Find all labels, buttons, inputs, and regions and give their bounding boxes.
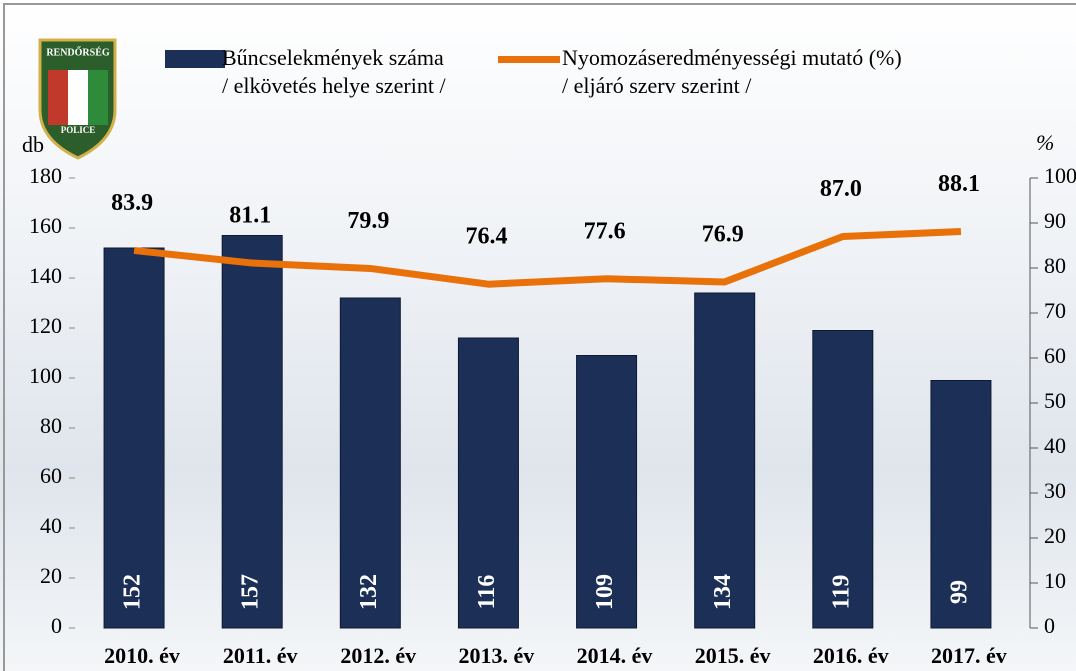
legend-label: Nyomozáseredményességi mutató (%) / eljá… bbox=[562, 45, 902, 98]
bar-value-label: 134 bbox=[710, 574, 736, 610]
bar-value-label: 132 bbox=[356, 574, 382, 610]
line-value-label: 87.0 bbox=[820, 176, 862, 202]
bar bbox=[576, 355, 638, 629]
legend-swatch bbox=[165, 50, 225, 68]
y2-tick-label: 90 bbox=[1044, 208, 1066, 233]
y2-tick-label: 10 bbox=[1044, 568, 1066, 593]
x-tick-label: 2017. év bbox=[931, 643, 1007, 668]
y2-tick-label: 30 bbox=[1044, 478, 1066, 503]
y-tick-label: 140 bbox=[29, 263, 62, 288]
x-tick-label: 2010. év bbox=[104, 643, 180, 668]
y2-tick-label: 40 bbox=[1044, 433, 1066, 458]
y2-tick-label: 70 bbox=[1044, 298, 1066, 323]
bar bbox=[457, 337, 519, 629]
x-tick-label: 2015. év bbox=[695, 643, 771, 668]
y-tick-label: 80 bbox=[40, 413, 62, 438]
line-value-label: 88.1 bbox=[938, 171, 980, 197]
bar bbox=[812, 330, 874, 629]
y-tick-label: 180 bbox=[29, 163, 62, 188]
logo-stripe bbox=[68, 70, 88, 125]
bar-value-label: 109 bbox=[592, 574, 618, 610]
line-value-label: 76.4 bbox=[465, 224, 507, 250]
bar bbox=[339, 297, 401, 629]
y2-tick-label: 0 bbox=[1044, 613, 1055, 638]
x-tick-label: 2016. év bbox=[813, 643, 889, 668]
bar bbox=[221, 235, 283, 629]
legend-label: Bűncselekmények száma / elkövetés helye … bbox=[222, 45, 446, 98]
logo-stripe bbox=[48, 70, 68, 125]
legend-swatch bbox=[498, 56, 560, 63]
logo: RENDŐRSÉG POLICE bbox=[38, 38, 117, 160]
y-tick-label: 20 bbox=[40, 563, 62, 588]
bar-value-label: 152 bbox=[120, 574, 146, 610]
bar bbox=[930, 380, 992, 629]
line-value-label: 81.1 bbox=[229, 203, 271, 229]
x-tick-label: 2013. év bbox=[459, 643, 535, 668]
y2-tick-label: 60 bbox=[1044, 343, 1066, 368]
y2-tick-label: 50 bbox=[1044, 388, 1066, 413]
y2-tick-label: 20 bbox=[1044, 523, 1066, 548]
bar-value-label: 119 bbox=[828, 575, 854, 610]
line-value-label: 76.9 bbox=[702, 221, 744, 247]
y-axis-label: db bbox=[22, 132, 44, 157]
frame bbox=[3, 3, 1076, 671]
x-tick-label: 2012. év bbox=[340, 643, 416, 668]
y-tick-label: 120 bbox=[29, 313, 62, 338]
y2-tick-label: 100 bbox=[1044, 163, 1076, 188]
line-value-label: 77.6 bbox=[584, 218, 626, 244]
y-tick-label: 40 bbox=[40, 513, 62, 538]
y-tick-label: 60 bbox=[40, 463, 62, 488]
x-tick-label: 2011. év bbox=[223, 643, 298, 668]
logo-text: RENDŐRSÉG bbox=[46, 46, 110, 58]
logo-stripe bbox=[88, 70, 108, 125]
line bbox=[133, 228, 962, 288]
line-value-label: 79.9 bbox=[347, 208, 389, 234]
bar bbox=[694, 292, 756, 629]
bar-value-label: 157 bbox=[238, 574, 264, 610]
bar-value-label: 116 bbox=[474, 575, 500, 610]
bar bbox=[103, 247, 165, 629]
y-tick-label: 0 bbox=[51, 613, 62, 638]
line-value-label: 83.9 bbox=[111, 190, 153, 216]
y2-tick-label: 80 bbox=[1044, 253, 1066, 278]
bar-value-label: 99 bbox=[946, 580, 972, 604]
y-tick-label: 100 bbox=[29, 363, 62, 388]
y2-axis-label: % bbox=[1036, 130, 1054, 155]
x-tick-label: 2014. év bbox=[577, 643, 653, 668]
logo-text: POLICE bbox=[61, 125, 96, 135]
y-tick-label: 160 bbox=[29, 213, 62, 238]
